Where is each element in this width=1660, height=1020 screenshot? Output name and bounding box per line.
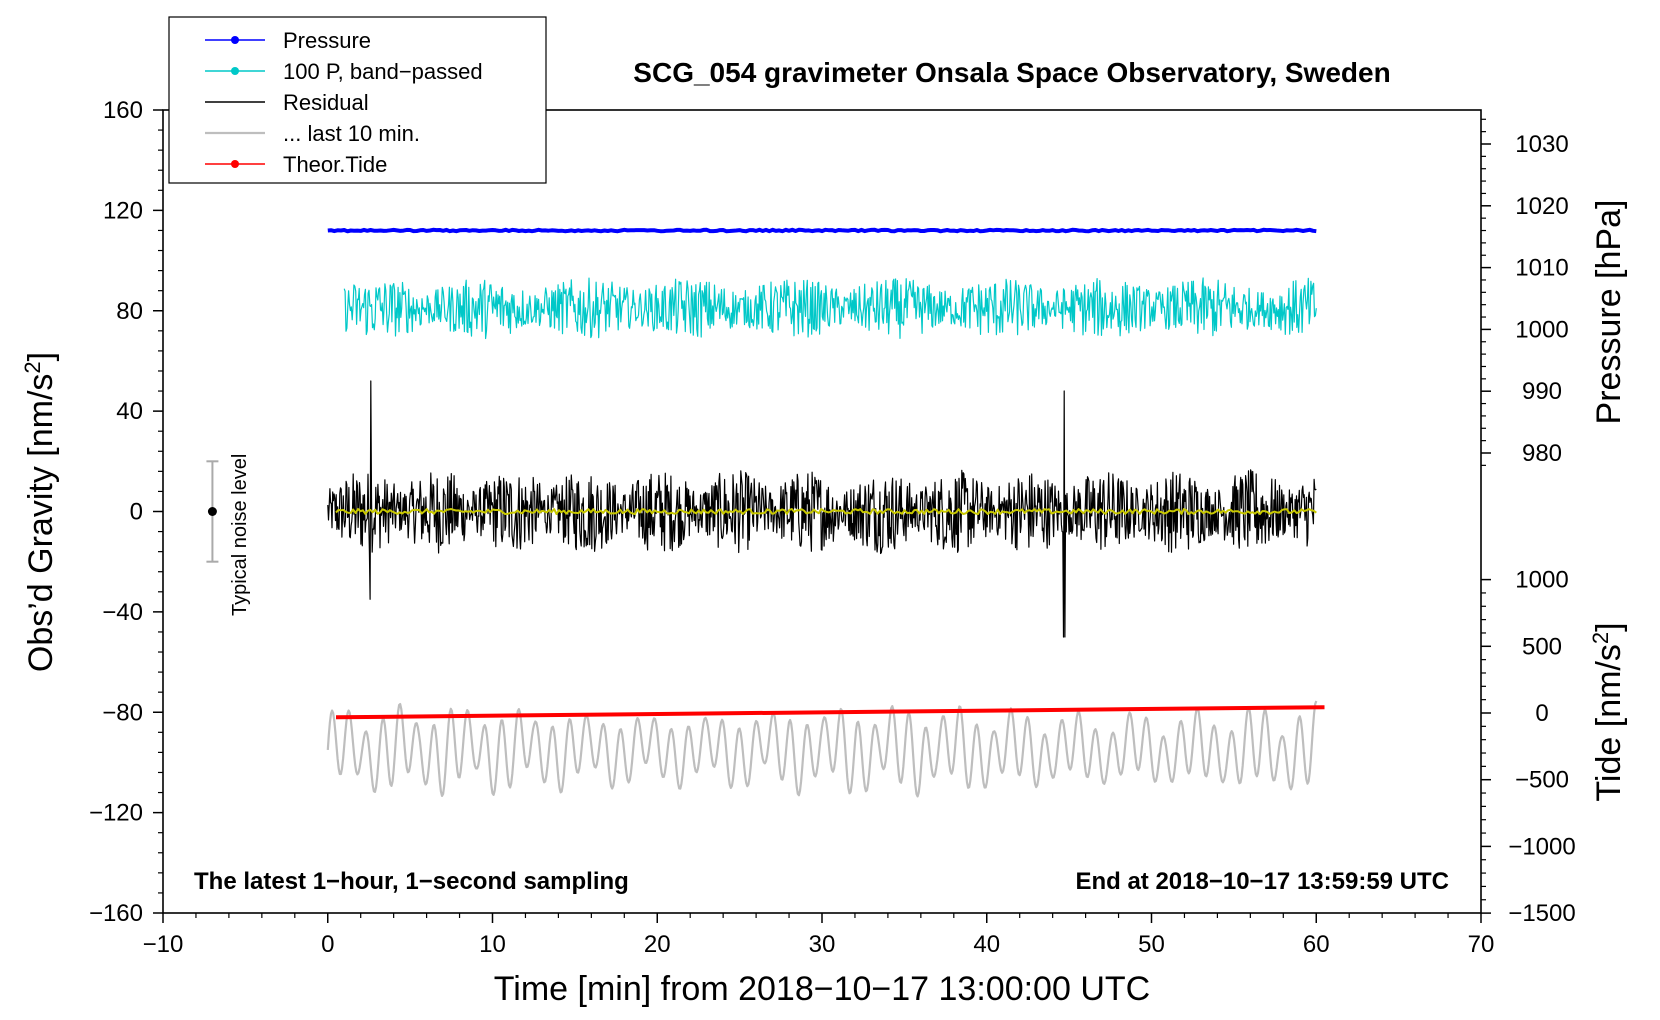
y-tick-label: −160 bbox=[89, 900, 143, 927]
series-band-passed-pressure bbox=[343, 277, 1317, 340]
noise-indicator: Typical noise level bbox=[206, 454, 251, 616]
sampling-note: The latest 1−hour, 1−second sampling bbox=[194, 868, 629, 895]
series-residual-smoothed bbox=[335, 508, 1317, 515]
tide-tick-label: 1000 bbox=[1515, 567, 1568, 594]
x-tick-label: 0 bbox=[321, 931, 334, 958]
series-residual bbox=[327, 380, 1317, 638]
noise-bar-center bbox=[207, 507, 217, 516]
x-tick-label: 10 bbox=[479, 931, 506, 958]
x-tick-label: −10 bbox=[143, 931, 184, 958]
tide-tick-label: 0 bbox=[1535, 700, 1548, 727]
pressure-tick-label: 980 bbox=[1522, 440, 1562, 467]
legend-box bbox=[168, 16, 547, 184]
tide-tick-label: −1500 bbox=[1508, 900, 1575, 927]
y-tick-label: 40 bbox=[116, 398, 143, 425]
legend-marker bbox=[231, 36, 239, 44]
x-tick-label: 20 bbox=[644, 931, 671, 958]
tide-tick-label: −1000 bbox=[1508, 833, 1575, 860]
pressure-tick-label: 1030 bbox=[1515, 131, 1568, 158]
pressure-tick-label: 990 bbox=[1522, 378, 1562, 405]
tide-tick-labels: 1000 500 0 −500 −1000 −1500 bbox=[1508, 567, 1575, 928]
y-tick-label: −80 bbox=[102, 699, 143, 726]
pressure-tick-label: 1000 bbox=[1515, 316, 1568, 343]
x-tick-label: 30 bbox=[809, 931, 836, 958]
x-tick-labels: −10 0 10 20 30 40 50 60 70 bbox=[143, 931, 1495, 958]
x-tick-label: 50 bbox=[1138, 931, 1165, 958]
y-axis-pressure-title: Pressure [hPa] bbox=[1590, 200, 1628, 425]
tide-tick-label: 500 bbox=[1522, 633, 1562, 660]
y-tick-labels: 160 120 80 40 0 −40 −80 −120 −160 bbox=[89, 97, 143, 927]
axis-ticks bbox=[153, 109, 1491, 923]
x-tick-label: 40 bbox=[973, 931, 1000, 958]
legend-label: ... last 10 min. bbox=[283, 121, 420, 146]
y-tick-label: −40 bbox=[102, 599, 143, 626]
legend-label: Residual bbox=[283, 90, 369, 115]
legend-marker bbox=[231, 67, 239, 75]
series-layer bbox=[326, 227, 1325, 798]
y-axis-tide-title: Tide [nm/s2] bbox=[1588, 622, 1628, 801]
legend-label: Theor.Tide bbox=[283, 152, 387, 177]
x-tick-label: 60 bbox=[1303, 931, 1330, 958]
noise-label: Typical noise level bbox=[229, 454, 251, 616]
legend-label: Pressure bbox=[283, 28, 371, 53]
tide-tick-label: −500 bbox=[1515, 767, 1569, 794]
pressure-tick-labels: 1030 1020 1010 1000 990 980 bbox=[1515, 131, 1568, 467]
pressure-tick-label: 1010 bbox=[1515, 255, 1568, 282]
y-tick-label: 160 bbox=[103, 97, 143, 124]
y-tick-label: 80 bbox=[116, 298, 143, 325]
pressure-tick-label: 1020 bbox=[1515, 193, 1568, 220]
legend-marker bbox=[231, 160, 239, 168]
x-tick-label: 70 bbox=[1468, 931, 1495, 958]
series-last-10-min bbox=[326, 700, 1318, 798]
end-time-note: End at 2018−10−17 13:59:59 UTC bbox=[1075, 868, 1449, 895]
legend-label: 100 P, band−passed bbox=[283, 59, 483, 84]
chart-title: SCG_054 gravimeter Onsala Space Observat… bbox=[633, 57, 1390, 88]
y-tick-label: 0 bbox=[130, 499, 143, 526]
series-pressure bbox=[327, 227, 1317, 234]
legend: Pressure 100 P, band−passed Residual ... la… bbox=[168, 16, 547, 184]
y-axis-left-title: Obs’d Gravity [nm/s2] bbox=[20, 352, 60, 672]
x-axis-title: Time [min] from 2018−10−17 13:00:00 UTC bbox=[494, 970, 1150, 1008]
y-tick-label: −120 bbox=[89, 800, 143, 827]
y-tick-label: 120 bbox=[103, 197, 143, 224]
series-theor-tide bbox=[335, 705, 1325, 720]
